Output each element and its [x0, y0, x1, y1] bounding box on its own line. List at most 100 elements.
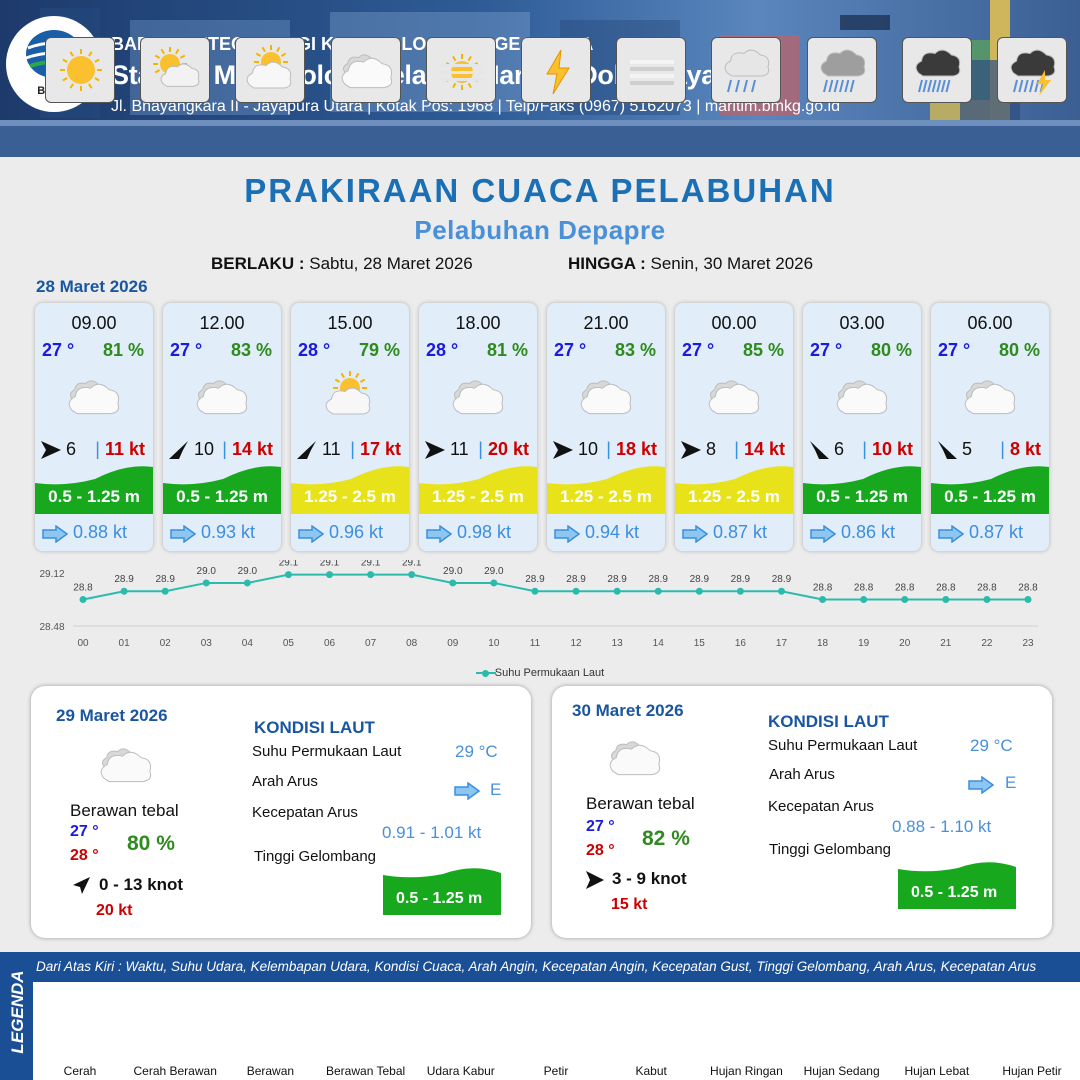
data-label: 28.9	[690, 574, 710, 585]
data-label: 29.1	[361, 560, 381, 569]
data-point	[1024, 596, 1032, 603]
berawan-tebal-icon	[609, 741, 661, 776]
arrow-northwest-icon	[938, 441, 957, 459]
hourly-temp: 27 °	[554, 340, 587, 360]
sst-label: Suhu Permukaan Laut	[768, 737, 918, 754]
legend-item-box	[45, 37, 115, 103]
hourly-current-speed: 0.96 kt	[329, 522, 384, 542]
hourly-time: 06.00	[967, 313, 1013, 333]
data-label: 28.8	[895, 583, 915, 594]
wave-graphic	[419, 466, 537, 514]
sst-label: Suhu Permukaan Laut	[252, 743, 402, 760]
current-row: 0.87 kt	[931, 515, 1049, 551]
separator: |	[95, 439, 105, 459]
daily-wind: 0 - 13 knot	[99, 875, 184, 894]
arrow-northeast-icon	[73, 877, 90, 894]
legend-item-label: Cerah	[63, 1064, 97, 1078]
data-label: 29.0	[238, 566, 258, 577]
data-label: 28.9	[731, 574, 751, 585]
hourly-card: 15.00 28 ° 79 % 11 | 17 kt 1.25 - 2.5 m …	[291, 303, 409, 551]
berawan-icon	[325, 371, 371, 415]
wind-row: 11 | 20 kt	[419, 439, 537, 461]
arrow-east-icon	[681, 441, 701, 459]
berawan-tebal-icon	[341, 54, 392, 89]
berawan-tebal-icon	[964, 380, 1016, 415]
arrow-east-outline-icon	[554, 525, 580, 543]
hourly-card: 00.00 27 ° 85 % 8 | 14 kt 1.25 - 2.5 m 0…	[675, 303, 793, 551]
data-label: 28.9	[155, 574, 175, 585]
hourly-gust: | 20 kt	[478, 439, 529, 460]
sst-chart: 29.12 28.48 28.8 00 28.9 01 28.9 02 29.0 03 29.0 04…	[39, 560, 1038, 649]
hourly-gust: | 14 kt	[222, 439, 273, 460]
legend-item-box	[997, 37, 1067, 103]
data-point	[860, 596, 868, 603]
daily-temp-max: 28 °	[70, 847, 99, 864]
data-point	[819, 596, 827, 603]
hourly-wind-speed: 11	[322, 439, 341, 459]
wave-graphic	[291, 466, 409, 514]
data-point	[736, 587, 744, 595]
daily-gust: 20 kt	[96, 902, 133, 919]
berawan-icon	[247, 45, 292, 89]
current-speed-value: 0.91 - 1.01 kt	[382, 823, 482, 842]
legend-item-box	[616, 37, 687, 103]
separator: |	[1000, 439, 1010, 459]
hourly-current-speed: 0.86 kt	[841, 522, 896, 542]
legend-title: LEGENDA	[8, 970, 27, 1054]
x-tick-label: 14	[653, 638, 665, 649]
data-label: 29.0	[443, 566, 463, 577]
berawan-tebal-icon	[580, 380, 632, 415]
current-row: 0.96 kt	[291, 515, 409, 551]
data-label: 28.9	[772, 574, 792, 585]
kabut-icon	[630, 60, 675, 85]
hourly-time: 12.00	[199, 313, 245, 333]
data-label: 28.8	[936, 583, 956, 594]
daily-temp-min: 27 °	[70, 823, 99, 840]
separator: |	[862, 439, 872, 459]
hourly-current-speed: 0.87 kt	[713, 522, 768, 542]
berawan-tebal-icon	[836, 380, 888, 415]
hourly-wind-speed: 6	[834, 439, 845, 459]
wind-row: 8 | 14 kt	[675, 439, 793, 461]
hourly-wave: 0.5 - 1.25 m	[816, 487, 908, 506]
chart-legend: Suhu Permukaan Laut	[0, 667, 1080, 679]
data-point	[202, 579, 210, 587]
kondisi-laut-title: KONDISI LAUT	[768, 712, 889, 731]
legend-side-bar: LEGENDA	[0, 952, 33, 1080]
valid-from-date: Sabtu, 28 Maret 2026	[309, 254, 473, 273]
x-tick-label: 12	[570, 638, 582, 649]
legend-item-label: Hujan Ringan	[710, 1064, 783, 1078]
hourly-wind-speed: 10	[578, 439, 599, 459]
data-point	[408, 571, 416, 579]
arrow-east-icon	[553, 441, 573, 459]
daily-wind: 3 - 9 knot	[612, 869, 687, 888]
data-label: 29.1	[402, 560, 422, 569]
legend-item-box	[901, 37, 972, 103]
wind-row: 11 | 17 kt	[291, 439, 409, 461]
berawan-tebal-icon	[68, 380, 120, 415]
hourly-gust: | 14 kt	[734, 439, 785, 460]
hourly-gust-value: 17 kt	[359, 439, 401, 459]
udara-kabur-icon	[439, 54, 484, 90]
wave-graphic	[383, 868, 501, 915]
data-label: 28.9	[525, 574, 545, 585]
separator: |	[350, 439, 360, 459]
current-row: 0.88 kt	[35, 515, 153, 551]
hujan-petir-icon	[1010, 49, 1056, 96]
daily-wave: 0.5 - 1.25 m	[911, 884, 998, 901]
x-tick-label: 22	[981, 638, 993, 649]
data-label: 28.9	[648, 574, 668, 585]
data-point	[367, 571, 375, 579]
hourly-gust-value: 8 kt	[1009, 439, 1041, 459]
data-point	[284, 571, 292, 579]
daily-panel-29: 29 Maret 2026 Berawan tebal 27 ° 28 ° 80…	[31, 686, 531, 938]
hourly-gust: | 8 kt	[1000, 439, 1041, 460]
hujan-ringan-icon	[725, 49, 770, 93]
data-point	[120, 587, 128, 595]
separator: |	[222, 439, 232, 459]
data-point	[572, 587, 580, 595]
hourly-time: 15.00	[327, 313, 373, 333]
x-tick-label: 16	[735, 638, 747, 649]
current-row: 0.94 kt	[547, 515, 665, 551]
hourly-humidity: 81 %	[486, 340, 528, 360]
